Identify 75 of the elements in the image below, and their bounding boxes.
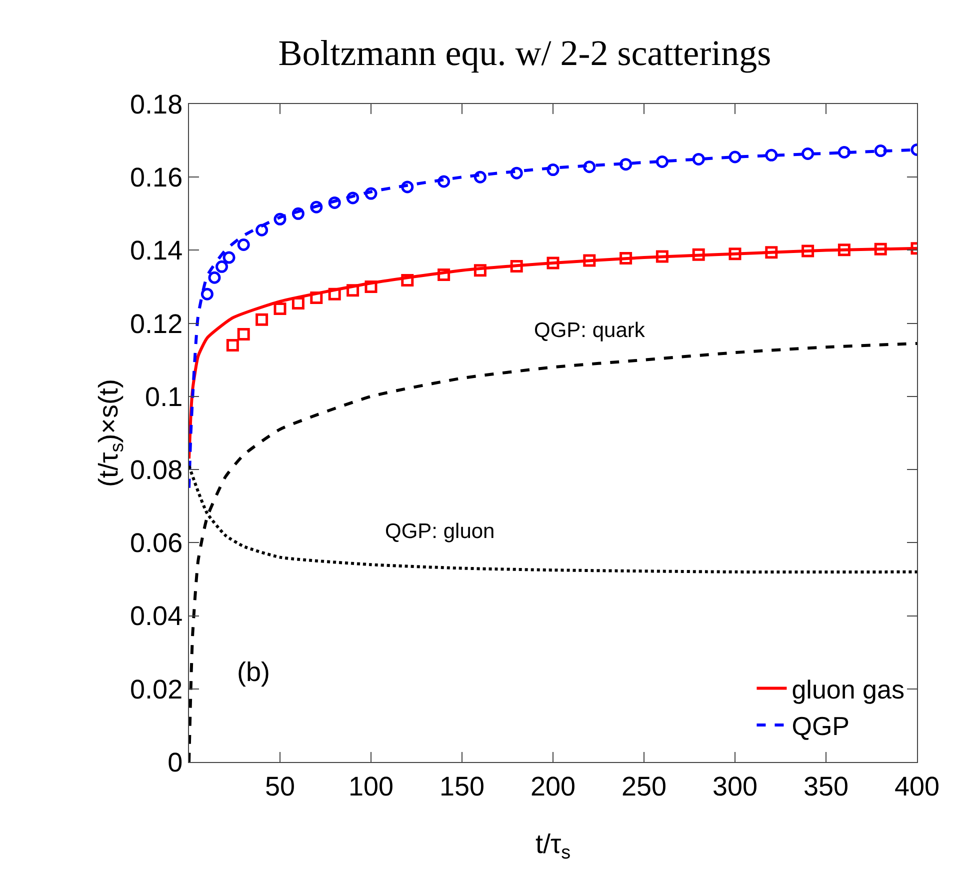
- point: [728, 150, 742, 164]
- point: [364, 187, 378, 200]
- point: [401, 274, 414, 286]
- point: [802, 244, 814, 258]
- x-tick-label: 350: [803, 771, 849, 802]
- x-tick-label: 250: [621, 771, 667, 802]
- x-tick-label: 400: [894, 771, 940, 802]
- point: [510, 166, 523, 180]
- point: [802, 147, 814, 160]
- point: [692, 152, 705, 166]
- y-tick-label: 0.14: [130, 236, 183, 266]
- line-series: [189, 342, 917, 762]
- point: [256, 224, 268, 236]
- y-tick-label: 0: [168, 747, 183, 778]
- point: [237, 328, 250, 341]
- point: [692, 248, 705, 261]
- point: [328, 196, 341, 209]
- point: [510, 260, 523, 273]
- y-tick-label: 0.16: [130, 162, 183, 193]
- point: [274, 212, 286, 226]
- point: [292, 207, 304, 220]
- point: [328, 288, 341, 300]
- annotation: QGP: gluon: [385, 520, 495, 543]
- point: [346, 192, 360, 204]
- point: [438, 268, 450, 281]
- point: [874, 144, 887, 158]
- point: [765, 148, 778, 162]
- point: [583, 160, 596, 174]
- point: [765, 246, 778, 259]
- point: [474, 170, 486, 184]
- point: [620, 252, 632, 265]
- point: [310, 200, 323, 214]
- x-tick-label: 100: [348, 771, 394, 802]
- chart-title: Boltzmann equ. w/ 2-2 scatterings: [278, 32, 772, 73]
- point: [292, 296, 304, 310]
- legend-label: gluon gas: [792, 674, 904, 704]
- x-tick-label: 150: [439, 771, 485, 802]
- y-tick-label: 0.12: [130, 308, 183, 339]
- y-tick-label: 0.02: [130, 674, 183, 704]
- y-tick-label: 0.1: [145, 382, 183, 412]
- point: [838, 146, 850, 158]
- point: [222, 251, 236, 264]
- annotation: QGP: quark: [534, 319, 646, 342]
- annotation: (b): [237, 657, 270, 687]
- point: [728, 248, 742, 260]
- y-tick-label: 0.18: [130, 89, 183, 120]
- point: [364, 280, 378, 294]
- point: [237, 238, 250, 251]
- y-tick-label: 0.08: [130, 455, 183, 486]
- point: [274, 302, 286, 315]
- y-tick-label: 0.04: [130, 601, 183, 632]
- point: [438, 175, 450, 188]
- y-tick-label: 0.06: [130, 528, 183, 558]
- point: [474, 264, 486, 277]
- point: [310, 291, 323, 304]
- point: [256, 313, 268, 326]
- point: [216, 260, 228, 273]
- point: [208, 271, 221, 284]
- x-tick-label: 200: [530, 771, 576, 802]
- point: [200, 288, 214, 300]
- point: [656, 250, 668, 263]
- point: [401, 180, 414, 194]
- point: [346, 284, 360, 297]
- point: [583, 254, 596, 267]
- point: [838, 244, 850, 256]
- point: [226, 339, 239, 352]
- point: [656, 156, 668, 168]
- x-tick-label: 300: [712, 771, 758, 802]
- point: [546, 164, 560, 176]
- point: [546, 256, 560, 270]
- point: [620, 158, 632, 171]
- x-axis-title: t/τ$_{s}$: [535, 829, 571, 864]
- legend-label: QGP: [792, 711, 850, 742]
- x-tick-label: 50: [264, 771, 296, 802]
- point: [874, 242, 887, 256]
